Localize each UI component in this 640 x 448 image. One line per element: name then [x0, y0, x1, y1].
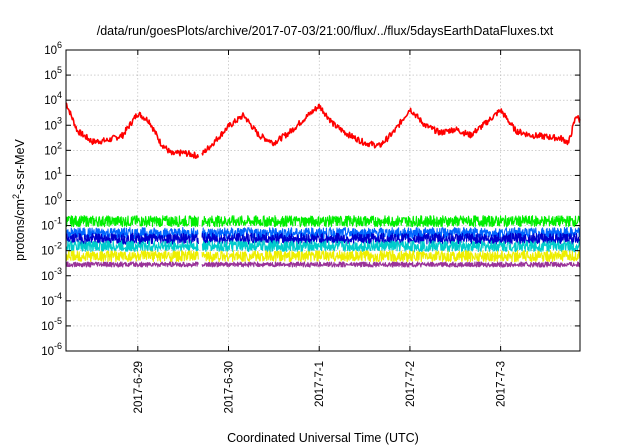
series-line-1	[65, 102, 581, 159]
y-tick-base: 10	[41, 296, 54, 308]
series-line-7	[65, 261, 581, 268]
y-tick-base: 10	[44, 45, 57, 57]
series-line-6	[65, 250, 581, 263]
y-tick-label: 10-5	[41, 316, 62, 333]
y-tick-exponent: -6	[54, 341, 62, 351]
y-tick-exponent: 3	[57, 115, 62, 125]
y-tick-label: 102	[44, 140, 62, 157]
series-line-2	[65, 215, 581, 228]
y-tick-label: 10-3	[41, 266, 62, 283]
y-axis-ticks: 10-610-510-410-310-210-11001011021031041…	[41, 40, 580, 358]
y-tick-base: 10	[44, 170, 57, 182]
y-tick-exponent: -5	[54, 316, 62, 326]
y-tick-label: 100	[44, 191, 62, 208]
y-tick-base: 10	[44, 145, 57, 157]
y-tick-label: 103	[44, 115, 62, 132]
y-tick-exponent: 5	[57, 65, 62, 75]
y-tick-base: 10	[44, 120, 57, 132]
y-tick-label: 10-4	[41, 291, 62, 308]
y-tick-label: 105	[44, 65, 62, 82]
y-tick-exponent: 2	[57, 140, 62, 150]
y-tick-base: 10	[44, 70, 57, 82]
y-tick-exponent: 1	[57, 165, 62, 175]
y-tick-base: 10	[41, 346, 54, 358]
y-axis-label: protons/cm2-s-sr-MeV	[11, 138, 27, 260]
x-tick-label: 2017-6-29	[133, 361, 145, 413]
y-tick-base: 10	[41, 246, 54, 258]
y-tick-exponent: -4	[54, 291, 62, 301]
x-axis-label: Coordinated Universal Time (UTC)	[227, 431, 419, 445]
y-tick-base: 10	[41, 271, 54, 283]
y-axis-label-sup: 2	[11, 194, 21, 199]
y-tick-label: 104	[44, 90, 62, 107]
y-tick-exponent: -3	[54, 266, 62, 276]
y-tick-exponent: -1	[54, 216, 62, 226]
y-tick-base: 10	[41, 321, 54, 333]
y-axis-label-rest: -s-sr-MeV	[13, 138, 27, 194]
x-axis-ticks: 2017-6-29 2017-6-30 2017-7-1 2017-7-2 2017-7…	[133, 50, 508, 413]
y-tick-base: 10	[44, 196, 57, 208]
y-tick-exponent: 6	[57, 40, 62, 50]
y-tick-label: 10-1	[41, 216, 62, 233]
y-tick-label: 10-2	[41, 241, 62, 258]
data-series	[65, 102, 581, 268]
y-tick-base: 10	[44, 95, 57, 107]
y-tick-exponent: 0	[57, 191, 62, 201]
y-axis-label-base: protons/cm	[13, 199, 27, 261]
y-tick-label: 106	[44, 40, 62, 57]
y-tick-base: 10	[41, 221, 54, 233]
series-line-4	[65, 232, 581, 245]
y-tick-label: 10-6	[41, 341, 62, 358]
y-tick-label: 101	[44, 165, 62, 182]
x-tick-label: 2017-7-1	[314, 361, 326, 407]
x-tick-label: 2017-7-2	[405, 361, 417, 407]
y-tick-exponent: -2	[54, 241, 62, 251]
x-tick-label: 2017-7-3	[496, 361, 508, 407]
chart-title: /data/run/goesPlots/archive/2017-07-03/2…	[97, 24, 554, 38]
x-tick-label: 2017-6-30	[224, 361, 236, 413]
y-tick-exponent: 4	[57, 90, 62, 100]
